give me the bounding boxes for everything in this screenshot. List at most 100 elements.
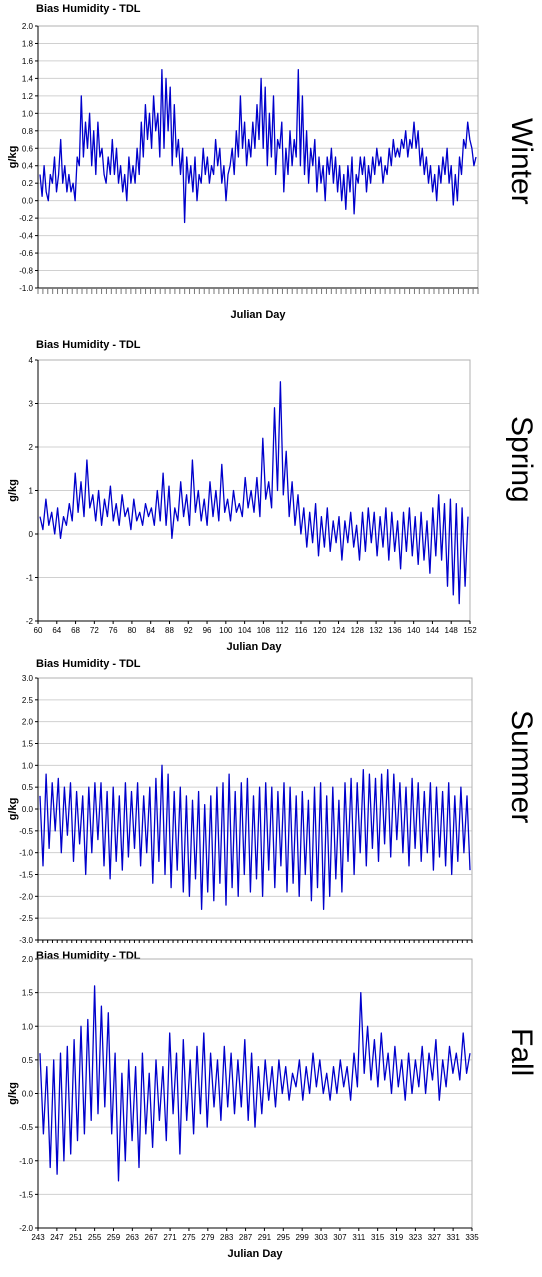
y-tick-label: 1.6: [22, 57, 34, 66]
y-tick-label: 0.0: [22, 1090, 34, 1099]
y-tick-label: 4: [29, 356, 34, 365]
x-tick-label: 112: [276, 626, 289, 635]
y-tick-label: 2.0: [22, 22, 34, 31]
series-line: [39, 69, 477, 224]
x-tick-label: 267: [145, 1233, 159, 1242]
x-tick-label: 247: [50, 1233, 64, 1242]
x-tick-label: 72: [90, 626, 99, 635]
x-tick-label: 335: [465, 1233, 479, 1242]
x-tick-label: 100: [219, 626, 233, 635]
chart-title: Bias Humidity - TDL: [36, 658, 141, 670]
y-tick-label: 1.4: [22, 74, 34, 83]
y-tick-label: -0.5: [19, 827, 33, 836]
season-label-fall: Fall: [505, 1028, 538, 1077]
y-tick-label: 1.5: [22, 989, 34, 998]
y-tick-label: -0.8: [19, 267, 33, 276]
x-tick-label: 88: [165, 626, 174, 635]
y-tick-label: 1.5: [22, 740, 34, 749]
chart-panel-fall: Bias Humidity - TDL 2.0 1.5 1.0 0.5 0.0 -0.5 -1…: [0, 948, 542, 1277]
x-tick-label: 279: [201, 1233, 215, 1242]
chart-title: Bias Humidity - TDL: [36, 3, 141, 15]
y-tick-label: -2.0: [19, 892, 33, 901]
y-tick-label: 3.0: [22, 674, 34, 683]
x-tick-label: 80: [127, 626, 136, 635]
chart-title: Bias Humidity - TDL: [36, 950, 141, 962]
y-tick-label: 0.8: [22, 127, 34, 136]
y-tick-label: -0.5: [19, 1123, 33, 1132]
series-line: [39, 985, 471, 1182]
x-tick-label: 152: [463, 626, 477, 635]
x-tick-label: 96: [203, 626, 212, 635]
y-tick-label: -2.5: [19, 914, 33, 923]
series-line: [39, 381, 469, 605]
y-axis-label: g/kg: [7, 1082, 19, 1105]
x-tick-label: 255: [88, 1233, 102, 1242]
y-tick-label: 0.6: [22, 144, 34, 153]
y-tick-label: 0.0: [22, 805, 34, 814]
x-tick-label: 116: [295, 626, 308, 635]
x-tick-label: 311: [352, 1233, 365, 1242]
x-tick-label: 64: [52, 626, 61, 635]
y-tick-label: 1.2: [22, 92, 34, 101]
y-tick-label: -1.0: [19, 1157, 33, 1166]
chart-panel-winter: Bias Humidity - TDL 2.0 1.8 1.6 1.4 1.2 1.0 0.8…: [0, 0, 542, 322]
x-tick-label: 259: [107, 1233, 121, 1242]
y-tick-label: 2.0: [22, 718, 34, 727]
season-label-winter: Winter: [505, 118, 538, 205]
x-tick-label: 243: [31, 1233, 45, 1242]
y-tick-label: 1.0: [22, 1022, 34, 1031]
x-tick-label: 319: [390, 1233, 404, 1242]
x-axis-label: Julian Day: [226, 641, 282, 653]
y-tick-label: 1.0: [22, 761, 34, 770]
y-tick-label: 2.5: [22, 696, 34, 705]
y-tick-label: 1: [29, 487, 34, 496]
x-tick-label: 132: [369, 626, 383, 635]
x-tick-label: 60: [34, 626, 43, 635]
y-tick-label: 2: [29, 443, 34, 452]
x-tick-label: 303: [314, 1233, 328, 1242]
y-tick-label: 1.8: [22, 39, 34, 48]
y-tick-label: -1.0: [19, 284, 33, 293]
x-tick-label: 68: [71, 626, 80, 635]
x-tick-label: 331: [446, 1233, 460, 1242]
x-tick-label: 84: [146, 626, 155, 635]
y-tick-label: 0.5: [22, 783, 34, 792]
x-tick-label: 291: [258, 1233, 272, 1242]
y-tick-label: 3: [29, 400, 34, 409]
x-tick-label: 275: [182, 1233, 196, 1242]
season-label-spring: Spring: [505, 416, 538, 503]
season-label-summer: Summer: [505, 710, 538, 824]
x-tick-label: 144: [426, 626, 440, 635]
x-tick-label: 124: [332, 626, 346, 635]
x-tick-label: 283: [220, 1233, 234, 1242]
x-tick-label: 104: [238, 626, 252, 635]
x-tick-label: 128: [351, 626, 365, 635]
x-tick-label: 120: [313, 626, 327, 635]
x-tick-label: 136: [388, 626, 402, 635]
series-line: [39, 764, 471, 911]
y-axis-label: g/kg: [7, 146, 19, 169]
y-tick-label: -0.2: [19, 214, 33, 223]
x-tick-label: 315: [371, 1233, 385, 1242]
x-axis-label: Julian Day: [227, 1248, 283, 1260]
y-tick-label: 0.5: [22, 1056, 34, 1065]
x-tick-label: 148: [445, 626, 459, 635]
y-tick-label: 0: [29, 530, 34, 539]
x-tick-label: 140: [407, 626, 421, 635]
x-tick-label: 307: [333, 1233, 347, 1242]
x-tick-label: 327: [428, 1233, 442, 1242]
y-tick-label: -1.5: [19, 1190, 33, 1199]
y-axis-label: g/kg: [7, 798, 19, 821]
chart-panel-summer: Bias Humidity - TDL 3.0 2.5 2.0 1.5 1.0 0.5 0.0…: [0, 656, 542, 948]
x-tick-label: 287: [239, 1233, 253, 1242]
x-tick-label: 251: [69, 1233, 83, 1242]
y-tick-label: -1.0: [19, 849, 33, 858]
x-tick-label: 108: [257, 626, 271, 635]
y-tick-label: 2.0: [22, 955, 34, 964]
x-tick-label: 263: [126, 1233, 140, 1242]
y-tick-label: -1.5: [19, 871, 33, 880]
